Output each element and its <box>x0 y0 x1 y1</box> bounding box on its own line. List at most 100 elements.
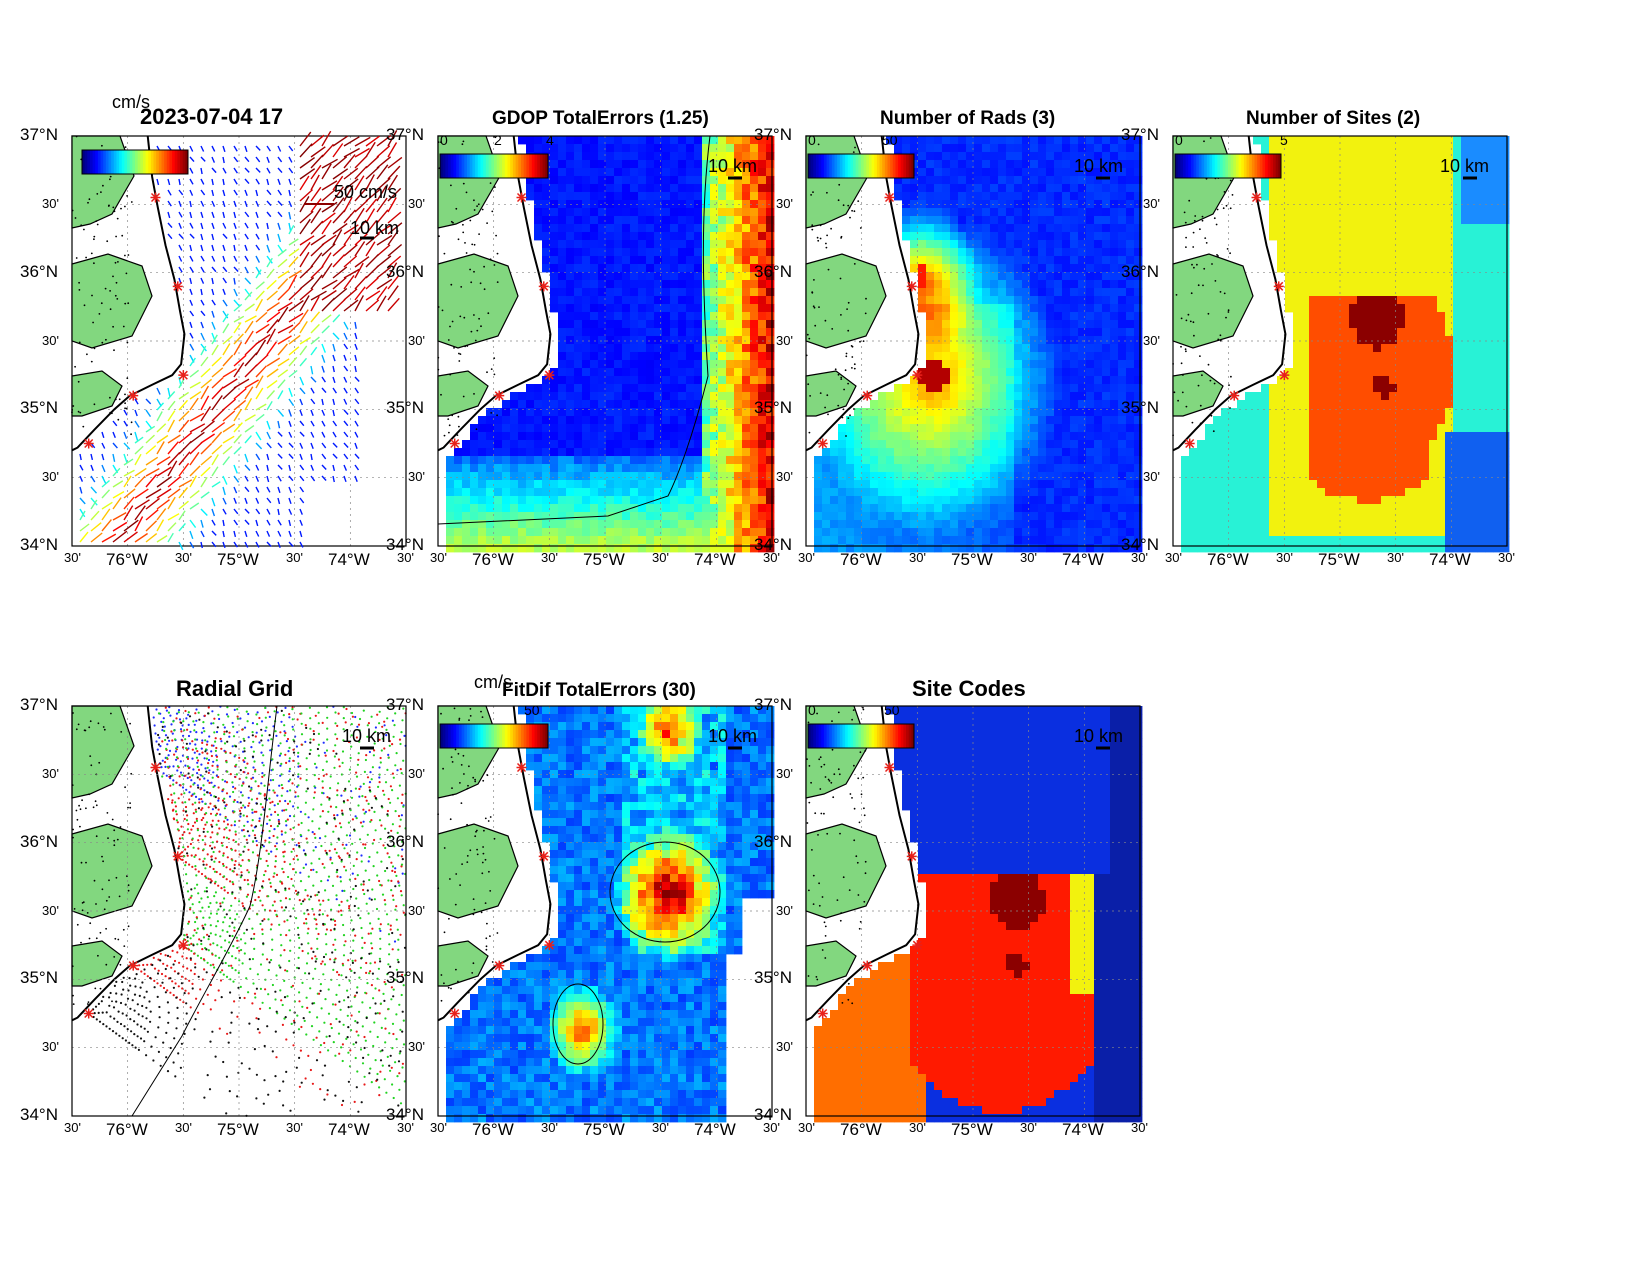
land-dot <box>821 896 824 898</box>
land-dot <box>823 812 825 815</box>
land-dot <box>471 243 474 246</box>
land-dot <box>484 817 487 820</box>
land-dot <box>109 175 112 178</box>
land-dot <box>831 748 834 751</box>
land-dot <box>90 360 93 363</box>
land-dot <box>856 861 859 864</box>
lon-tick-label: 76°W <box>106 550 148 569</box>
land-dot <box>819 224 822 227</box>
lat-tick-label: 30' <box>42 766 59 781</box>
lat-tick-label: 30' <box>42 903 59 918</box>
land-dot <box>1205 242 1208 244</box>
land-dot <box>473 393 475 395</box>
cbar-tick-sitecodes-1: 50 <box>884 702 900 718</box>
land-dot <box>849 793 852 795</box>
land-dot <box>90 764 93 767</box>
land-dot <box>491 210 494 213</box>
land-dot <box>487 820 490 822</box>
land-dot <box>810 781 812 784</box>
site-marker <box>1251 192 1262 203</box>
land-dot <box>74 217 77 219</box>
land-dot <box>864 749 867 752</box>
land-dot <box>1199 404 1202 407</box>
land-dot <box>111 818 114 821</box>
land-dot <box>1227 311 1230 313</box>
land-dot <box>455 968 457 971</box>
radial-dots <box>92 705 407 1117</box>
colorbar-unit-fitdif: cm/s <box>474 672 512 692</box>
land-dot <box>449 325 451 328</box>
lon-tick-label: 30' <box>1131 550 1148 565</box>
land-dot <box>489 890 492 892</box>
land-dot <box>101 855 103 858</box>
lon-tick-label: 76°W <box>472 1120 514 1139</box>
land-dot <box>455 207 458 210</box>
land-area <box>437 135 501 229</box>
land-dot <box>1191 263 1193 266</box>
title-fitdif: FitDif TotalErrors (30) <box>502 680 696 701</box>
land-dot <box>443 252 446 255</box>
land-dot <box>86 353 88 356</box>
lat-tick-label: 30' <box>1143 469 1160 484</box>
site-marker <box>178 940 189 951</box>
lat-tick-label: 30' <box>776 469 793 484</box>
lon-tick-label: 75°W <box>583 1120 625 1139</box>
site-marker <box>817 1008 828 1019</box>
land-dot <box>127 254 130 256</box>
lon-tick-label: 74°W <box>328 1120 370 1139</box>
land-area <box>805 135 869 229</box>
land-dot <box>1210 414 1213 417</box>
lon-tick-label: 74°W <box>1429 550 1471 569</box>
lat-tick-label: 37°N <box>386 125 424 144</box>
site-marker <box>884 762 895 773</box>
land-dot <box>825 246 828 249</box>
land-dot <box>116 217 119 220</box>
coastline <box>437 135 552 452</box>
land-dot <box>80 941 82 944</box>
land-dot <box>113 956 116 958</box>
land-dot <box>486 371 488 374</box>
land-dot <box>1180 317 1183 320</box>
land-dot <box>1223 292 1226 295</box>
land-dot <box>1183 211 1186 214</box>
land-dot <box>81 902 84 904</box>
land-dot <box>1219 339 1222 342</box>
land-dot <box>478 317 480 320</box>
land-dot <box>486 222 488 224</box>
land-dot <box>820 812 823 815</box>
land-dot <box>1203 140 1205 143</box>
land-dot <box>100 191 102 193</box>
lon-tick-label: 30' <box>798 1120 815 1135</box>
land-dot <box>438 235 440 238</box>
land-dot <box>462 754 465 757</box>
fitdif-contour <box>552 983 604 1065</box>
land-dot <box>72 828 74 831</box>
land-dot <box>1175 294 1178 296</box>
land-dot <box>474 778 476 781</box>
land-dot <box>496 932 499 934</box>
land-dot <box>1223 191 1226 193</box>
land-dot <box>95 220 98 222</box>
land-dot <box>826 394 829 397</box>
land-dot <box>863 814 866 817</box>
land-dot <box>118 895 121 898</box>
land-dot <box>116 838 119 841</box>
land-dot <box>859 340 861 343</box>
land-dot <box>449 878 451 880</box>
land-dot <box>93 403 96 406</box>
land-dot <box>824 957 827 959</box>
land-dot <box>837 373 840 376</box>
colorbar <box>439 723 549 749</box>
land-dot <box>74 365 76 368</box>
land-dot <box>1202 284 1204 287</box>
lat-tick-label: 30' <box>42 469 59 484</box>
land-dot <box>93 347 96 350</box>
land-dot <box>466 861 469 863</box>
map-sitecodes <box>805 705 1143 1123</box>
land-dot <box>1197 284 1200 287</box>
land-dot <box>824 319 827 322</box>
land-dot <box>123 945 126 947</box>
land-dot <box>473 908 476 911</box>
land-dot <box>811 228 814 231</box>
land-dot <box>825 242 827 245</box>
